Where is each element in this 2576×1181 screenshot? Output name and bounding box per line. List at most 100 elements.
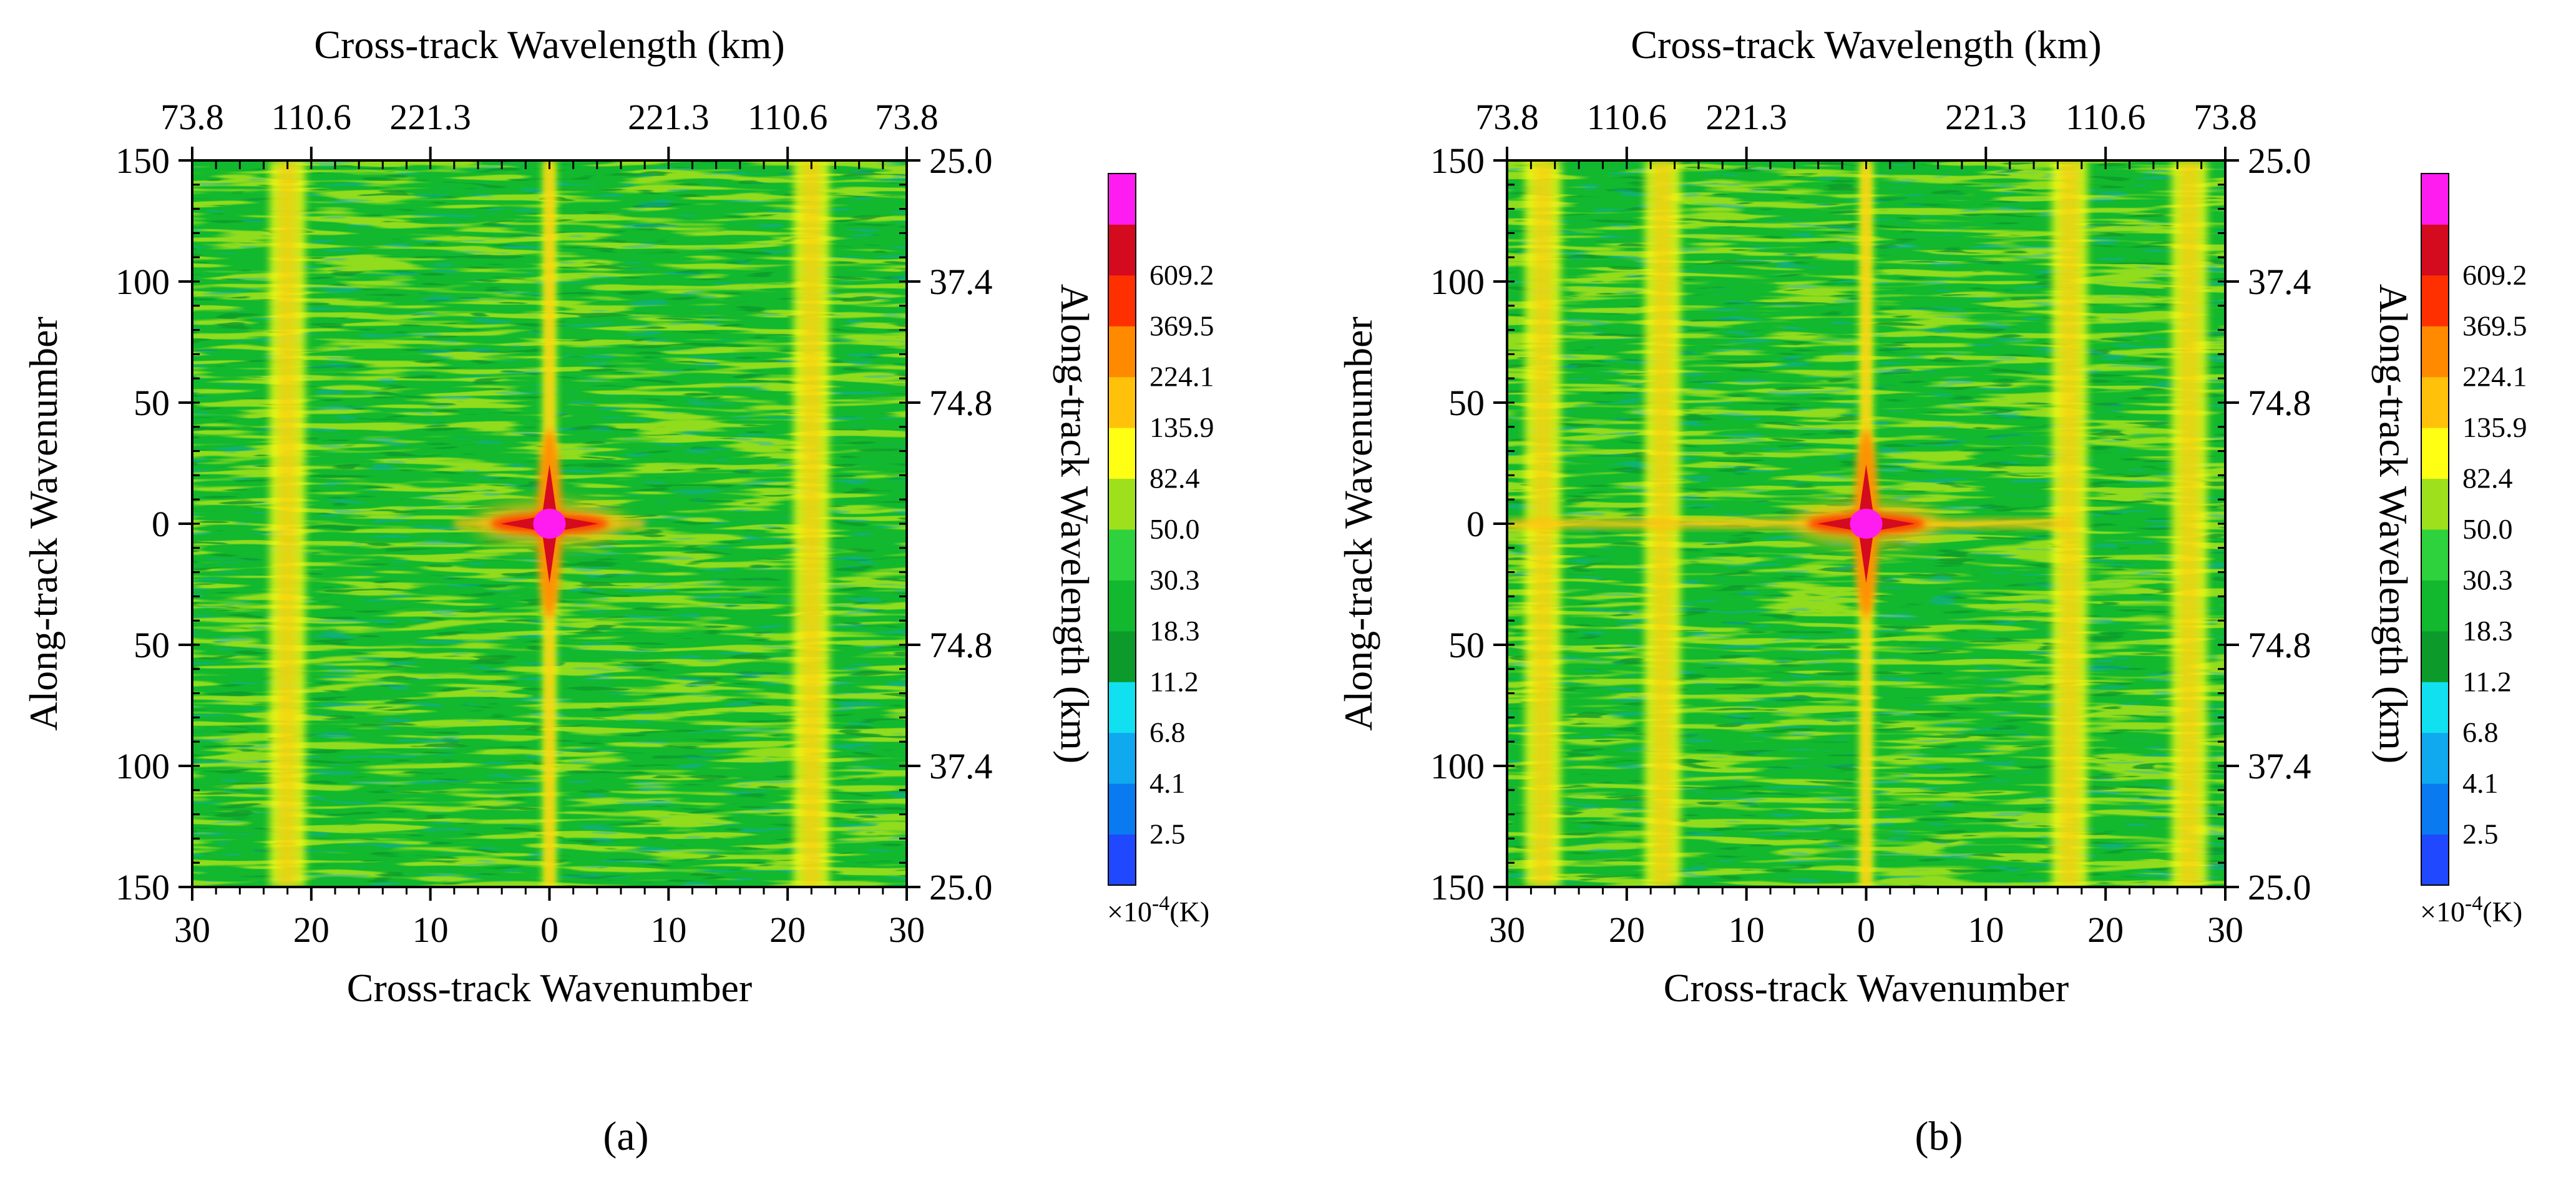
peak-core	[533, 509, 566, 539]
panel-label-a: (a)	[603, 1114, 648, 1159]
colorbar-label: 135.9	[2462, 411, 2527, 443]
x-tick-label: 30	[889, 909, 925, 950]
x-axis-top: 73.8 110.6 221.3 221.3 110.6 73.8 Cross-track …	[160, 22, 939, 169]
colorbar-unit: ×10-4(K)	[2420, 892, 2522, 928]
y-tick-label: 0	[1466, 504, 1485, 544]
x-tick-label: 30	[174, 909, 210, 950]
colorbar-frame	[2421, 173, 2449, 886]
x-tick-label: 10	[650, 909, 686, 950]
x-tick-label: 20	[769, 909, 806, 950]
right-tick-label: 25.0	[929, 867, 993, 908]
colorbar-swatch	[2421, 478, 2449, 530]
colorbar-swatch	[2421, 428, 2449, 479]
x-tick-label: 10	[1729, 909, 1765, 950]
horizontal-ridge	[1507, 519, 2070, 528]
colorbar-label: 50.0	[2462, 513, 2513, 545]
colorbar-label: 609.2	[1149, 259, 1214, 291]
colorbar-swatch	[1108, 376, 1136, 428]
colorbar-swatch	[1108, 630, 1136, 682]
colorbar-label: 2.5	[2462, 818, 2499, 850]
colorbar-label: 224.1	[2462, 361, 2527, 393]
right-tick-label: 74.8	[2248, 625, 2311, 665]
colorbar-label: 369.5	[2462, 310, 2527, 341]
colorbar-a: 2.5 4.1 6.8 11.2 18.3 30.3 50.0 82.4 135.9 224.1 3…	[1107, 173, 1214, 928]
top-tick-label: 110.6	[748, 97, 827, 137]
colorbar-swatch	[1108, 275, 1136, 326]
y-axis-right: 25.0 37.4 74.8 74.8 37.4 25.0 Along-track Wave…	[2218, 140, 2416, 908]
x-tick-label: 30	[1489, 909, 1525, 950]
colorbar-swatch	[1108, 682, 1136, 733]
colorbar-swatch	[1108, 834, 1136, 886]
colorbar-label: 369.5	[1149, 310, 1214, 341]
y-tick-label: 50	[134, 625, 170, 665]
colorbar-swatch	[2421, 732, 2449, 784]
colorbar-label: 30.3	[2462, 564, 2513, 595]
right-tick-label: 74.8	[2248, 383, 2311, 423]
colorbar-label: 18.3	[2462, 615, 2513, 647]
colorbar-label: 135.9	[1149, 411, 1214, 443]
colorbar-label: 224.1	[1149, 361, 1214, 393]
colorbar-label: 2.5	[1149, 818, 1186, 850]
right-tick-label: 74.8	[929, 625, 993, 665]
colorbar-swatch	[1108, 326, 1136, 378]
colorbar-swatch	[2421, 529, 2449, 581]
heatmap-a	[192, 160, 907, 887]
top-axis-title: Cross-track Wavelength (km)	[1631, 22, 2101, 67]
y-tick-label: 50	[1448, 625, 1485, 665]
y-tick-label: 150	[115, 867, 170, 908]
colorbar-swatch	[2421, 326, 2449, 378]
colorbar-swatch	[2421, 834, 2449, 886]
colorbar-label: 11.2	[1149, 665, 1199, 697]
top-tick-label: 73.8	[160, 97, 224, 137]
colorbar-label: 82.4	[2462, 463, 2513, 494]
x-axis-top: 73.8 110.6 221.3 221.3 110.6 73.8 Cross-track …	[1475, 22, 2257, 169]
top-tick-label: 221.3	[1945, 97, 2027, 137]
x-tick-label: 10	[412, 909, 449, 950]
y-tick-label: 100	[115, 262, 170, 302]
y-tick-label: 150	[1430, 867, 1485, 908]
peak-core	[1850, 509, 1883, 539]
right-tick-label: 74.8	[929, 383, 993, 423]
top-tick-label: 73.8	[1475, 97, 1539, 137]
y-axis-title: Along-track Wavenumber	[1336, 316, 1380, 731]
x-tick-label: 20	[1609, 909, 1645, 950]
top-tick-label: 221.3	[628, 97, 710, 137]
top-tick-label: 73.8	[875, 97, 939, 137]
right-tick-label: 37.4	[2248, 262, 2311, 302]
colorbar-label: 4.1	[2462, 767, 2499, 799]
colorbar-swatch	[2421, 682, 2449, 733]
x-tick-label: 20	[293, 909, 329, 950]
top-tick-label: 110.6	[1587, 97, 1667, 137]
x-tick-label: 20	[2087, 909, 2124, 950]
top-tick-label: 110.6	[271, 97, 351, 137]
right-tick-label: 25.0	[2248, 140, 2311, 181]
y-tick-label: 100	[1430, 746, 1485, 787]
panel-a: 30 20 10 0 10 20 30 Cross-track Wavenumber 73.8 1…	[21, 22, 1214, 1010]
right-tick-label: 37.4	[2248, 746, 2311, 787]
colorbar-label: 30.3	[1149, 564, 1200, 595]
y-tick-label: 100	[115, 746, 170, 787]
x-axis-bottom: 30 20 10 0 10 20 30 Cross-track Wavenumber	[1489, 887, 2243, 1010]
colorbar-swatch	[1108, 174, 1136, 225]
y-axis-right: 25.0 37.4 74.8 74.8 37.4 25.0 Along-track Wave…	[899, 140, 1097, 908]
colorbar-unit: ×10-4(K)	[1107, 892, 1209, 928]
y-tick-label: 100	[1430, 262, 1485, 302]
colorbar-swatch	[2421, 783, 2449, 835]
colorbar-swatch	[1108, 428, 1136, 479]
panel-label-b: (b)	[1915, 1114, 1963, 1159]
colorbar-label: 18.3	[1149, 615, 1200, 647]
right-axis-title: Along-track Wavelength (km)	[2371, 284, 2416, 764]
x-tick-label: 30	[2207, 909, 2243, 950]
top-tick-label: 110.6	[2066, 97, 2145, 137]
colorbar-label: 4.1	[1149, 767, 1186, 799]
colorbar-label: 6.8	[2462, 717, 2499, 748]
x-axis-title: Cross-track Wavenumber	[347, 966, 752, 1010]
colorbar-label: 82.4	[1149, 463, 1200, 494]
x-tick-label: 0	[1857, 909, 1875, 950]
y-tick-label: 150	[1430, 140, 1485, 181]
top-axis-title: Cross-track Wavelength (km)	[314, 22, 784, 67]
colorbar-swatch	[1108, 580, 1136, 632]
y-axis-title: Along-track Wavenumber	[21, 316, 66, 731]
